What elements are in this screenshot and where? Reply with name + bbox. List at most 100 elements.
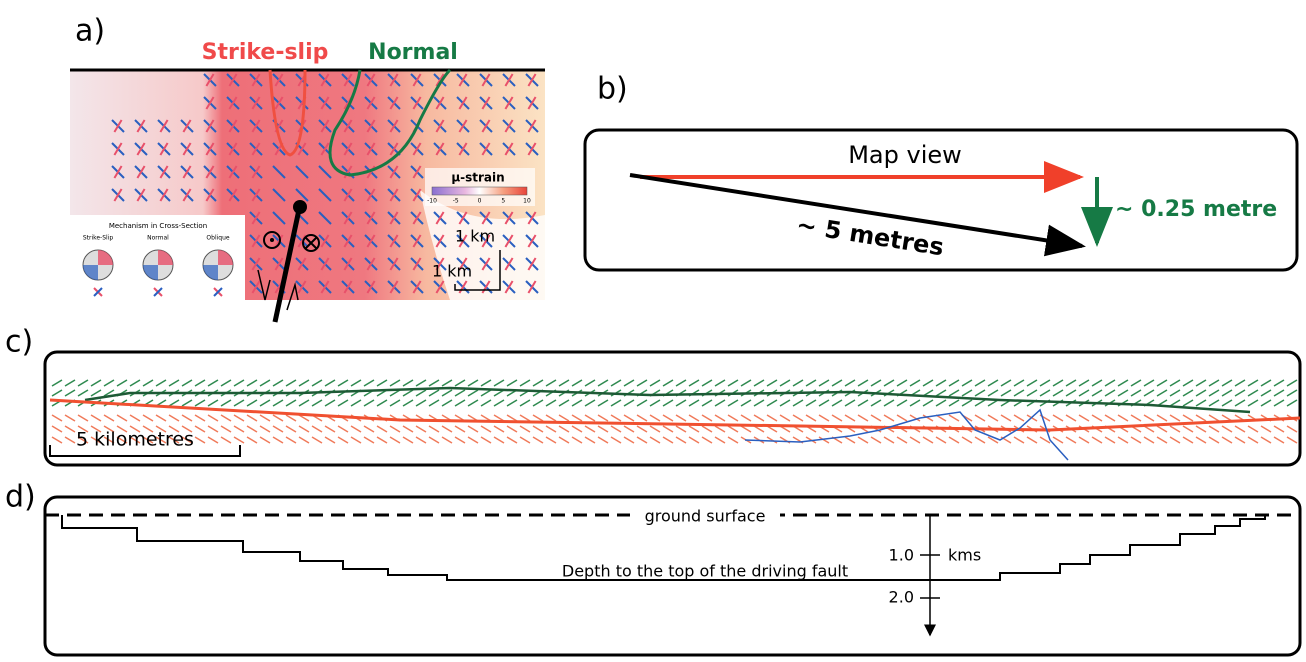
cross-arm (435, 96, 445, 110)
strain-tick (636, 399, 648, 407)
strain-tick (831, 414, 843, 422)
strain-tick (1169, 379, 1181, 387)
strain-tick (1208, 379, 1220, 387)
mechanism-tick (153, 287, 163, 297)
strain-tick (337, 379, 349, 387)
strain-tick (532, 425, 544, 433)
strain-tick (337, 399, 349, 407)
cross-arm (458, 280, 468, 294)
strain-tick (753, 399, 765, 407)
strain-tick (519, 425, 531, 433)
cross-arm (182, 188, 192, 202)
strain-tick (558, 425, 570, 433)
beachball-quadrant (143, 265, 158, 280)
strain-tick (233, 436, 245, 444)
strain-tick (1026, 436, 1038, 444)
depth-unit: kms (948, 546, 981, 565)
strain-tick (259, 425, 271, 433)
strain-tick (844, 436, 856, 444)
strain-tick (155, 379, 167, 387)
strain-tick (545, 399, 557, 407)
cross-arm (251, 73, 261, 87)
strain-tick (987, 379, 999, 387)
strain-tick (1195, 389, 1207, 397)
strain-tick (181, 414, 193, 422)
strain-tick (597, 425, 609, 433)
strain-tick (1065, 379, 1077, 387)
cross-arm (366, 119, 376, 133)
strain-tick (896, 436, 908, 444)
strain-tick (1130, 436, 1142, 444)
cross-arm (297, 280, 307, 294)
cross-arm (136, 119, 146, 133)
panel-box (43, 350, 1302, 467)
strain-tick (909, 379, 921, 387)
strain-tick (1182, 414, 1194, 422)
strain-tick (519, 414, 531, 422)
strain-tick (1221, 425, 1233, 433)
strain-tick (298, 425, 310, 433)
strain-tick (883, 414, 895, 422)
cross-arm (343, 280, 353, 294)
colorbar (431, 186, 528, 196)
strain-tick (207, 399, 219, 407)
cross-arm (504, 211, 514, 225)
strain-tick (207, 436, 219, 444)
cross-arm (251, 280, 261, 294)
cross-arm (481, 119, 491, 133)
cross-arm (481, 142, 491, 156)
strain-tick (883, 379, 895, 387)
strain-tick (1286, 436, 1298, 444)
strain-tick (402, 425, 414, 433)
strain-tick (636, 414, 648, 422)
strain-tick (1221, 436, 1233, 444)
strain-tick (285, 436, 297, 444)
strain-tick (1065, 414, 1077, 422)
cross-arm (458, 119, 468, 133)
strain-tick (1273, 436, 1285, 444)
strain-tick (1195, 436, 1207, 444)
strain-tick (727, 414, 739, 422)
strain-tick (1195, 425, 1207, 433)
mechanisms: Strike-Slip Normal Oblique (82, 235, 234, 297)
strain-tick (1156, 425, 1168, 433)
cross-arm (272, 165, 286, 179)
strain-tick (1117, 414, 1129, 422)
strain-tick (1182, 379, 1194, 387)
cross-arm (228, 142, 238, 156)
cross-arm (389, 119, 399, 133)
strain-tick (571, 436, 583, 444)
strain-tick (233, 379, 245, 387)
cross-arm (251, 142, 261, 156)
cross-arm (320, 234, 330, 248)
strain-tick (246, 436, 258, 444)
cross-arm (272, 188, 286, 202)
cross-arm (481, 280, 491, 294)
colorbar-tick-label: -5 (453, 198, 459, 205)
cross-arm (504, 119, 514, 133)
panel-box (583, 128, 1299, 272)
strain-tick (974, 399, 986, 407)
strain-tick (597, 399, 609, 407)
strain-tick (1117, 436, 1129, 444)
cross-arm (389, 234, 399, 248)
strain-tick (1104, 436, 1116, 444)
strain-tick (1208, 436, 1220, 444)
panel-d: d) ground surface 1.0 kms Depth to the t… (5, 480, 1302, 657)
strain-tick (792, 379, 804, 387)
cross-arm (274, 96, 284, 110)
strain-tick (168, 414, 180, 422)
cross-arm (435, 257, 445, 271)
strain-tick (428, 436, 440, 444)
strain-tick (90, 425, 102, 433)
strain-tick (558, 414, 570, 422)
strain-tick (987, 389, 999, 397)
strain-tick (766, 436, 778, 444)
cross-arm (343, 257, 353, 271)
strain-tick (259, 436, 271, 444)
strain-tick (818, 379, 830, 387)
colorbar-tick-label: 10 (523, 198, 531, 205)
strain-tick (428, 389, 440, 397)
strain-tick (64, 379, 76, 387)
strain-tick (51, 425, 63, 433)
